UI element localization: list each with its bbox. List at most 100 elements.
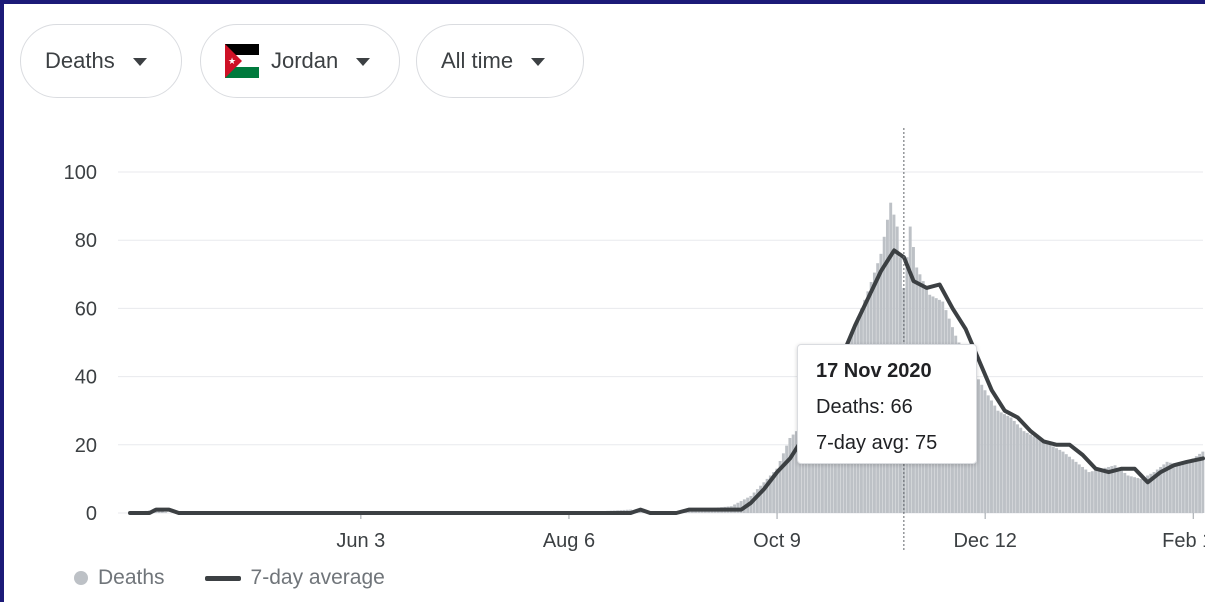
deaths-bar bbox=[752, 492, 756, 513]
deaths-bar bbox=[775, 468, 779, 513]
deaths-bar bbox=[1035, 437, 1039, 513]
deaths-bar bbox=[1165, 461, 1169, 513]
tooltip-deaths: Deaths: 66 bbox=[816, 396, 913, 418]
average-legend-marker bbox=[204, 575, 241, 581]
average-line bbox=[128, 248, 1205, 515]
country-label: Jordan bbox=[271, 48, 339, 73]
deaths-bar bbox=[788, 437, 792, 513]
deaths-bar bbox=[993, 405, 997, 513]
deaths-bar bbox=[794, 431, 798, 513]
deaths-bar bbox=[1103, 467, 1107, 513]
y-tick-label: 20 bbox=[75, 435, 97, 457]
deaths-bar bbox=[1077, 464, 1081, 513]
deaths-bar bbox=[804, 420, 808, 513]
deaths-bar bbox=[1185, 461, 1189, 513]
deaths-bar bbox=[1139, 478, 1143, 513]
deaths-bar bbox=[765, 478, 769, 513]
deaths-bar bbox=[1188, 460, 1192, 513]
deaths-bar bbox=[1107, 466, 1111, 513]
deaths-bar bbox=[1133, 477, 1137, 513]
x-tick-label: Aug 6 bbox=[543, 530, 595, 552]
deaths-bar bbox=[1168, 462, 1172, 513]
tooltip-date: 17 Nov 2020 bbox=[816, 360, 932, 382]
deaths-bar bbox=[1120, 470, 1124, 513]
deaths-bar bbox=[1038, 439, 1042, 513]
deaths-bar bbox=[1155, 469, 1159, 513]
deaths-bar bbox=[1045, 443, 1049, 513]
x-tick-label: Dec 12 bbox=[953, 530, 1016, 552]
y-tick-label: 40 bbox=[75, 367, 97, 389]
deaths-bar bbox=[1100, 468, 1104, 513]
deaths-bar bbox=[1126, 475, 1130, 513]
deaths-bar bbox=[1042, 441, 1045, 513]
deaths-bar bbox=[1029, 434, 1032, 513]
deaths-bar bbox=[1003, 414, 1006, 513]
deaths-bar bbox=[1032, 436, 1036, 513]
deaths-bar bbox=[781, 453, 785, 513]
y-tick-label: 60 bbox=[75, 298, 97, 320]
deaths-bar bbox=[164, 512, 168, 513]
deaths-bar bbox=[980, 384, 984, 513]
deaths-bar bbox=[1048, 444, 1052, 513]
deaths-bar bbox=[157, 510, 161, 513]
metric-dropdown[interactable]: Deaths bbox=[20, 24, 182, 98]
deaths-bar bbox=[772, 472, 776, 513]
deaths-bar bbox=[807, 417, 811, 513]
caret-down-icon bbox=[132, 58, 147, 66]
deaths-bar bbox=[1175, 464, 1179, 513]
country-dropdown[interactable]: ★ Jordan bbox=[200, 24, 400, 98]
deaths-bar bbox=[1009, 417, 1013, 513]
deaths-bar bbox=[1094, 470, 1098, 513]
deaths-bar bbox=[1012, 420, 1016, 513]
chart-legend: Deaths 7-day average bbox=[74, 566, 385, 590]
deaths-bar bbox=[1068, 456, 1071, 513]
deaths-bar bbox=[1090, 471, 1094, 513]
deaths-legend-label: Deaths bbox=[98, 566, 165, 589]
deaths-bar bbox=[791, 434, 795, 513]
deaths-bar bbox=[1162, 464, 1166, 513]
deaths-bar bbox=[1149, 473, 1153, 513]
hover-tooltip: 17 Nov 2020 Deaths: 66 7-day avg: 75 bbox=[797, 344, 977, 464]
deaths-bar bbox=[768, 475, 772, 513]
x-tick-label: Feb 14 bbox=[1162, 530, 1205, 552]
deaths-bar bbox=[1191, 458, 1195, 513]
average-legend-label: 7-day average bbox=[250, 566, 385, 589]
deaths-bar bbox=[1113, 465, 1117, 513]
deaths-bar bbox=[1016, 424, 1019, 513]
y-tick-label: 80 bbox=[75, 230, 97, 252]
deaths-bar bbox=[1129, 476, 1133, 513]
jordan-flag-icon: ★ bbox=[225, 44, 259, 78]
time-range-label: All time bbox=[441, 48, 514, 73]
time-range-dropdown[interactable]: All time bbox=[416, 24, 584, 98]
deaths-bar bbox=[1181, 463, 1185, 513]
deaths-bar bbox=[762, 482, 766, 513]
deaths-bar bbox=[1152, 472, 1156, 513]
deaths-legend-marker bbox=[74, 571, 88, 585]
deaths-bar bbox=[759, 485, 763, 513]
deaths-bar bbox=[1022, 431, 1026, 513]
deaths-bar bbox=[739, 501, 743, 513]
x-tick-label: Oct 9 bbox=[753, 530, 801, 552]
deaths-bar bbox=[1019, 427, 1023, 513]
deaths-bar bbox=[1064, 454, 1068, 513]
x-tick-label: Jun 3 bbox=[336, 530, 385, 552]
deaths-bar bbox=[1136, 478, 1140, 513]
deaths-bar bbox=[755, 489, 759, 513]
deaths-bar bbox=[983, 390, 987, 513]
caret-down-icon bbox=[531, 58, 546, 66]
deaths-bar bbox=[996, 410, 1000, 513]
deaths-bar bbox=[1055, 448, 1058, 513]
deaths-bar bbox=[1116, 467, 1120, 513]
deaths-bar bbox=[1178, 465, 1182, 513]
deaths-bar bbox=[1198, 453, 1202, 513]
deaths-bar bbox=[1058, 449, 1062, 513]
deaths-bar bbox=[1025, 432, 1029, 513]
deaths-bar bbox=[1172, 463, 1176, 513]
deaths-bar bbox=[1142, 477, 1146, 513]
deaths-bar bbox=[638, 511, 642, 513]
metric-label: Deaths bbox=[45, 48, 115, 73]
deaths-bar bbox=[1071, 459, 1075, 513]
deaths-bar bbox=[977, 379, 980, 513]
